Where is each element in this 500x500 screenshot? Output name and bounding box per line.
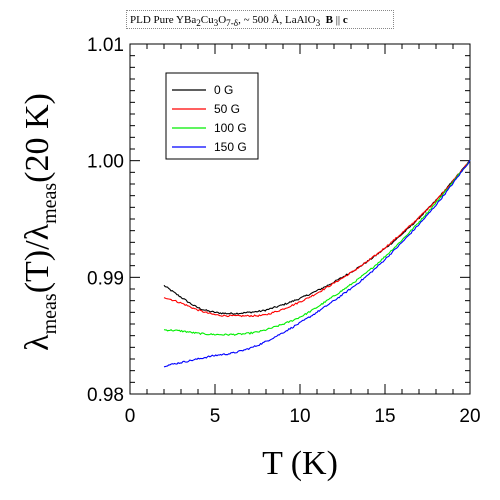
y-tick-label: 1.01	[87, 35, 124, 56]
y-tick-label: 0.99	[87, 268, 124, 289]
x-tick-label: 10	[289, 406, 310, 427]
series-line-150-g	[163, 159, 471, 368]
legend: 0 G 50 G 100 G 150 G	[165, 72, 259, 160]
x-tick-label: 0	[125, 406, 136, 427]
y-tick-label: 0.98	[87, 385, 124, 406]
x-tick-label: 20	[459, 406, 480, 427]
legend-label: 0 G	[214, 83, 233, 97]
legend-label: 50 G	[214, 102, 240, 116]
y-axis-label: λmeas(T)/λmeas(20 K)	[19, 93, 61, 351]
series-line-0-g	[163, 159, 471, 315]
series-line-50-g	[163, 160, 471, 318]
axis-ticks: 0 5 10 15 20 0.98 0.99 1.00 1.01	[87, 35, 481, 427]
x-tick-label: 5	[210, 406, 221, 427]
series-line-100-g	[163, 160, 471, 336]
x-tick-label: 15	[374, 406, 395, 427]
x-axis-label: T (K)	[262, 445, 338, 482]
legend-label: 100 G	[214, 121, 247, 135]
y-tick-label: 1.00	[87, 152, 124, 173]
chart-title: PLD Pure YBa2Cu3O7-δ, ~ 500 Å, LaAlO3 B …	[126, 10, 394, 29]
series-layer	[163, 159, 471, 368]
legend-label: 150 G	[214, 140, 247, 154]
legend-box	[165, 72, 259, 160]
